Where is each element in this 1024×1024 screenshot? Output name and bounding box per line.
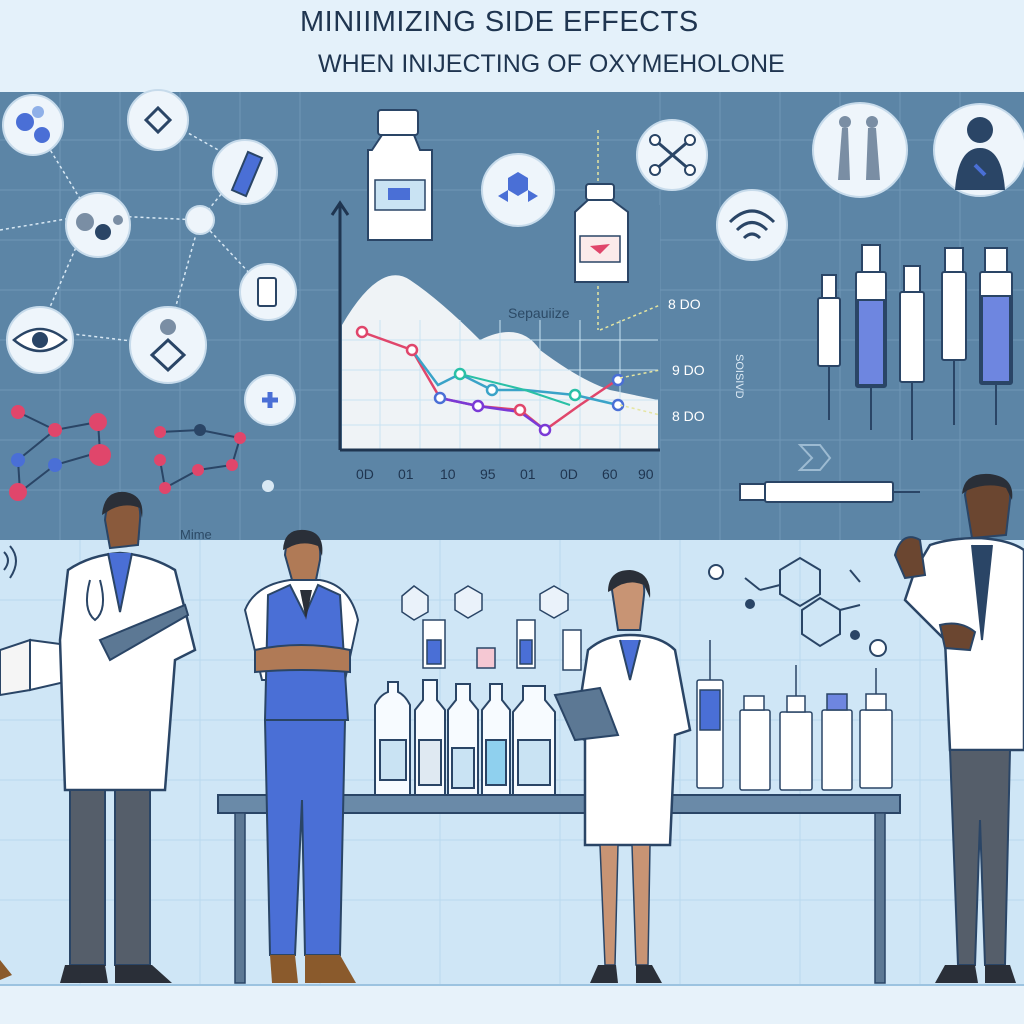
body-icon (933, 103, 1024, 197)
link-icon (636, 119, 708, 191)
molecule-icon (2, 94, 64, 156)
vial-large-icon (367, 109, 433, 241)
compound-icon (65, 192, 131, 258)
doctor-left (0, 491, 197, 983)
chart-side-label: SOISIVD (733, 354, 745, 399)
x-tick-label: 10 (440, 466, 456, 482)
x-tick-label: 60 (602, 466, 618, 482)
hexagon-icon (481, 153, 555, 227)
network-node (185, 205, 215, 235)
x-tick-label: 01 (398, 466, 414, 482)
vial-small-icon (574, 183, 629, 283)
capsule-icon (212, 139, 278, 205)
people-icon (812, 102, 908, 198)
scientist-center (553, 570, 692, 983)
x-tick-label: 0D (356, 466, 374, 482)
bottles-on-table (374, 679, 556, 796)
floor (0, 985, 1024, 1024)
hexagon-molecule (708, 556, 887, 657)
page-title: MINIIMIZING SIDE EFFECTS (300, 6, 699, 38)
x-tick-label: 90 (638, 466, 654, 482)
syringe-horizontal (739, 444, 920, 503)
network-node (262, 480, 274, 492)
molecule-atoms (9, 405, 246, 501)
wall-label: Mime (180, 527, 212, 542)
x-tick-label: 0D (560, 466, 578, 482)
wifi-icon (716, 189, 788, 261)
chart-right-label-3: 8 DO (672, 408, 705, 424)
plus-icon (244, 374, 296, 426)
man-vest (243, 529, 360, 983)
page-subtitle: WHEN INIJECTING OF OXYMEHOLONE (318, 50, 785, 78)
title-banner: MINIIMIZING SIDE EFFECTS WHEN INIJECTING… (0, 0, 1024, 92)
sound-icon (3, 545, 17, 579)
syringe-row (817, 244, 1013, 440)
eye-icon (6, 306, 74, 374)
x-tick-label: 95 (480, 466, 496, 482)
chart-right-label-1: 8 DO (668, 296, 701, 312)
person-molecule-icon (129, 306, 207, 384)
doctor-right (893, 473, 1024, 983)
vials-right (696, 640, 893, 791)
ring-icon (127, 89, 189, 151)
bottle-icon (239, 263, 297, 321)
lab-table (217, 794, 901, 984)
flask-icons (401, 585, 582, 671)
chart-center-label: Sepauiize (508, 305, 570, 321)
x-tick-label: 01 (520, 466, 536, 482)
partial-shoe (0, 960, 12, 980)
chart-right-label-2: 9 DO (672, 362, 705, 378)
